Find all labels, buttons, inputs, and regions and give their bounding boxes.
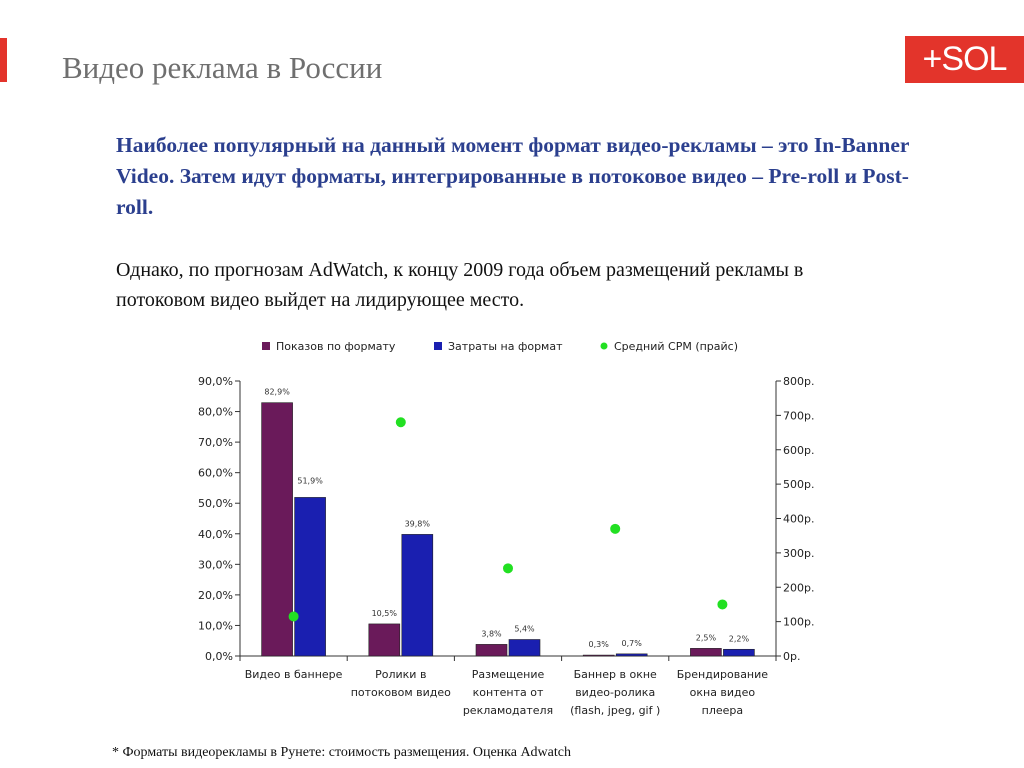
chart-container: 0,0% 10,0% 20,0% 30,0% 40,0% 50,0% 60,0% 70,0% 8… xyxy=(188,329,831,722)
bar-value-label: 2,5% xyxy=(696,633,717,642)
y-left-tick-label: 30,0% xyxy=(198,558,233,571)
legend-marker xyxy=(262,342,270,350)
y-right-tick-label: 800р. xyxy=(783,375,814,388)
y-right-tick-label: 300р. xyxy=(783,547,814,560)
category-label: Брендирование xyxy=(677,668,769,681)
y-right-tick-label: 200р. xyxy=(783,581,814,594)
bar xyxy=(368,623,401,657)
bar-value-label: 0,3% xyxy=(589,640,610,649)
y-right-tick-label: 700р. xyxy=(783,409,814,422)
category-label: контента от xyxy=(473,686,544,699)
y-left-tick-label: 40,0% xyxy=(198,528,233,541)
bar xyxy=(475,644,508,657)
category-label: Баннер в окне xyxy=(574,668,657,681)
cpm-point xyxy=(717,599,728,610)
legend-label: Показов по формату xyxy=(276,340,396,353)
cpm-point xyxy=(288,611,299,622)
lead-paragraph: Наиболее популярный на данный момент фор… xyxy=(116,133,910,219)
bar xyxy=(401,534,434,657)
bar xyxy=(294,497,326,657)
cpm-point xyxy=(610,523,621,534)
bar-value-label: 3,8% xyxy=(481,629,502,638)
category-label: плеера xyxy=(702,704,743,717)
category-label: (flash, jpeg, gif ) xyxy=(570,704,660,717)
category-label: Размещение xyxy=(472,668,545,681)
cpm-point xyxy=(503,563,513,574)
y-left-tick-label: 70,0% xyxy=(198,436,233,449)
legend-label: Затраты на формат xyxy=(448,340,563,353)
legend-label: Средний CPM (прайс) xyxy=(614,340,738,353)
y-left-tick-label: 90,0% xyxy=(198,375,233,388)
body-paragraph: Однако, по прогнозам AdWatch, к концу 20… xyxy=(116,259,804,311)
y-left-tick-label: 20,0% xyxy=(198,589,233,602)
bar xyxy=(615,653,648,657)
legend-marker-cpm xyxy=(600,342,608,350)
bar-value-label: 10,5% xyxy=(372,609,398,618)
y-left-tick-label: 60,0% xyxy=(198,467,233,480)
y-right-tick-label: 500р. xyxy=(783,478,814,491)
legend-marker xyxy=(434,342,442,350)
cpm-point xyxy=(395,417,406,428)
bar xyxy=(261,402,293,657)
bar-value-label: 51,9% xyxy=(297,476,323,485)
bar-value-label: 0,7% xyxy=(622,639,643,648)
y-right-tick-label: 400р. xyxy=(783,513,814,526)
bar xyxy=(582,654,615,657)
y-right-tick-label: 100р. xyxy=(783,616,814,629)
category-label: Видео в баннере xyxy=(245,668,343,681)
category-label: Ролики в xyxy=(375,668,426,681)
bar-value-label: 82,9% xyxy=(264,388,290,397)
bar xyxy=(690,648,722,657)
bar xyxy=(723,648,755,657)
sol-logo: +SOL xyxy=(905,36,1024,83)
category-label: потоковом видео xyxy=(351,686,451,699)
y-left-tick-label: 50,0% xyxy=(198,497,233,510)
video-ad-formats-chart: 0,0% 10,0% 20,0% 30,0% 40,0% 50,0% 60,0% 70,0% 8… xyxy=(198,340,814,717)
category-label: рекламодателя xyxy=(463,704,553,717)
accent-bar xyxy=(0,38,7,82)
bar xyxy=(508,639,541,657)
bar-value-label: 5,4% xyxy=(514,625,535,634)
bar-value-label: 39,8% xyxy=(405,519,431,528)
category-label: окна видео xyxy=(690,686,756,699)
bar-value-label: 2,2% xyxy=(729,634,750,643)
category-label: видео-ролика xyxy=(575,686,655,699)
y-right-tick-label: 600р. xyxy=(783,444,814,457)
slide-title: Видео реклама в России xyxy=(62,50,383,85)
y-left-tick-label: 80,0% xyxy=(198,406,233,419)
y-left-tick-label: 0,0% xyxy=(205,650,233,663)
y-left-tick-label: 10,0% xyxy=(198,619,233,632)
footnote: * Форматы видеорекламы в Рунете: стоимос… xyxy=(112,745,571,760)
y-right-tick-label: 0р. xyxy=(783,650,800,663)
